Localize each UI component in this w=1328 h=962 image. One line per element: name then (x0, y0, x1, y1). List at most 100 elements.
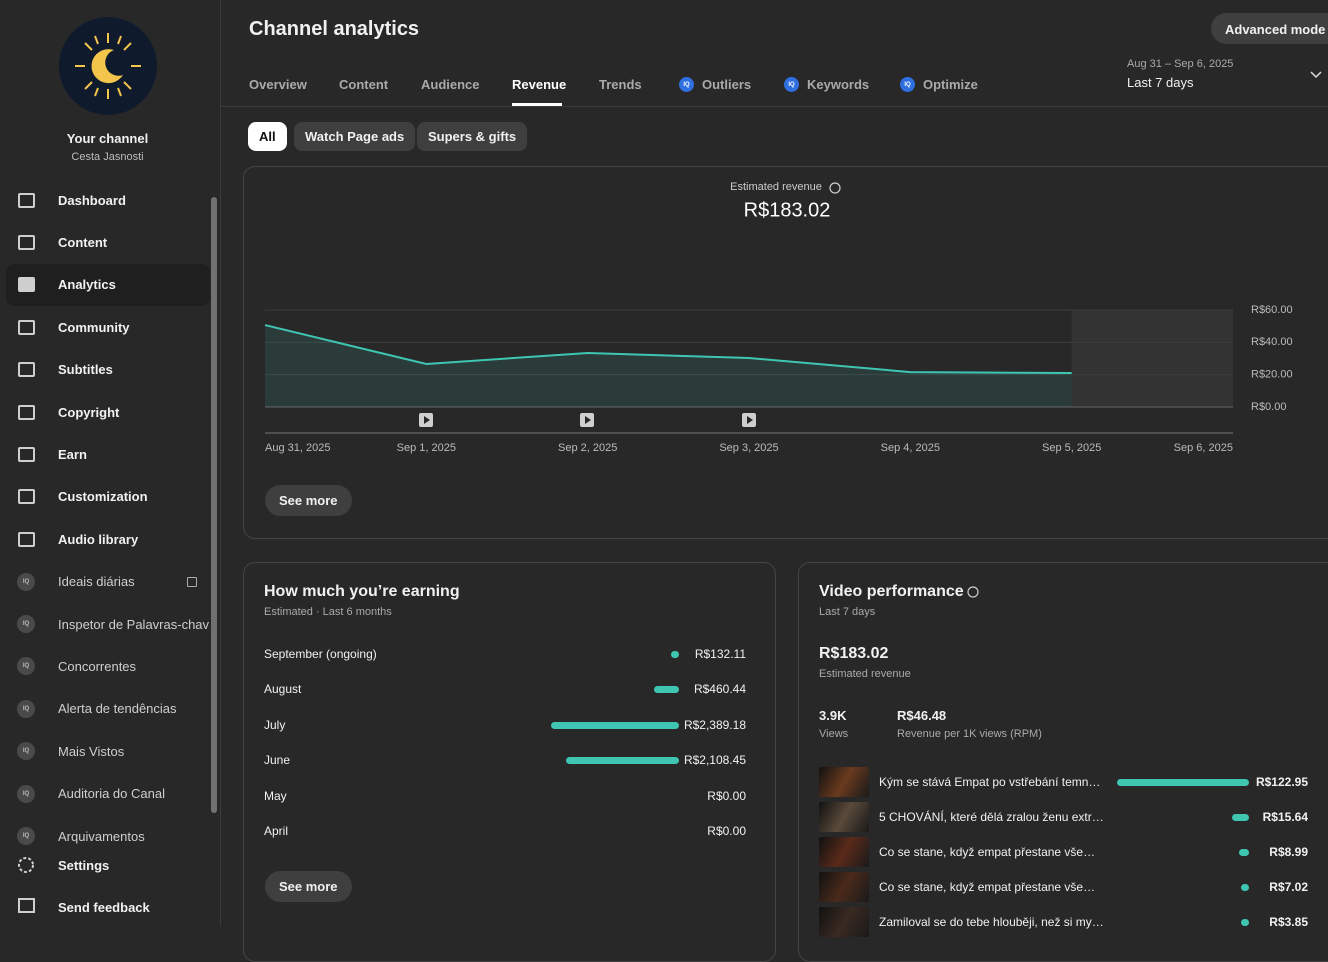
see-more-button[interactable]: See more (265, 871, 352, 902)
revenue-chart-card (243, 166, 1328, 539)
filter-chip[interactable]: Supers & gifts (417, 122, 528, 151)
nav-item[interactable]: IQ Ideais diárias (6, 561, 210, 603)
tab[interactable]: Revenue (512, 77, 566, 92)
tab[interactable]: IQ Optimize (900, 77, 978, 92)
views-label: Views (819, 728, 849, 740)
dropdown-chevron[interactable] (1309, 70, 1323, 80)
nav-item[interactable]: IQ Concorrentes (6, 645, 210, 687)
nav-icon (18, 362, 35, 378)
video-title[interactable]: Co se stane, když empat přestane vše… (879, 845, 1096, 859)
video-value: R$3.85 (1269, 915, 1308, 929)
nav-badge: IQ (17, 784, 35, 803)
views-value: 3.9K (819, 708, 847, 723)
nav-item[interactable]: Copyright (6, 391, 210, 433)
nav-item[interactable]: Customization (6, 476, 210, 518)
nav-item[interactable]: Content (6, 221, 210, 263)
nav-label: Concorrentes (58, 658, 137, 674)
settings-link[interactable]: Settings (58, 858, 110, 873)
earning-value: R$2,389.18 (683, 717, 746, 732)
tab-label: Content (339, 77, 389, 92)
month-label: September (ongoing) (264, 647, 377, 661)
tab[interactable]: Overview (249, 77, 307, 92)
video-value: R$8.99 (1269, 845, 1308, 859)
video-title[interactable]: Zamiloval se do tebe hlouběji, než si my… (879, 915, 1104, 929)
nav-item[interactable]: Community (6, 306, 210, 348)
tab[interactable]: Audience (421, 77, 480, 92)
nav-item[interactable]: IQ Alerta de tendências (6, 688, 210, 730)
nav-label: Customization (58, 489, 148, 505)
video-value: R$7.02 (1269, 880, 1308, 894)
earning-value: R$460.44 (693, 682, 746, 697)
feedback-link[interactable]: Send feedback (58, 900, 150, 915)
advanced-mode-button[interactable]: Advanced mode (1211, 13, 1328, 44)
video-title[interactable]: 5 CHOVÁNÍ, které dělá zralou ženu extr… (879, 810, 1104, 824)
nav-item[interactable]: Dashboard (6, 179, 210, 221)
nav-item[interactable]: Analytics (6, 263, 210, 306)
earning-bar (566, 757, 679, 765)
video-bar (1117, 779, 1249, 786)
month-label: July (264, 717, 286, 732)
tab[interactable]: Content (339, 77, 388, 92)
rpm-label: Revenue per 1K views (RPM) (897, 728, 1042, 740)
nav-item[interactable]: Audio library (6, 518, 210, 560)
nav-label: Mais Vistos (58, 743, 125, 759)
info-icon (967, 586, 979, 598)
tab-badge: IQ (900, 77, 915, 92)
thumbnail[interactable] (819, 767, 869, 797)
video-bar (1241, 884, 1249, 891)
channel-title: Your channel (66, 131, 149, 146)
sidebar-footer-icons (18, 857, 35, 913)
channel-avatar[interactable] (59, 17, 157, 115)
date-range: Aug 31 – Sep 6, 2025 (1127, 58, 1234, 70)
nav-item[interactable]: Subtitles (6, 349, 210, 391)
tab[interactable]: Trends (599, 77, 642, 92)
nav-label: Ideais diárias (58, 574, 135, 590)
tab-badge: IQ (679, 77, 694, 92)
thumbnail[interactable] (819, 907, 869, 937)
video-performance-card (798, 562, 1328, 962)
earning-bar (671, 651, 679, 658)
nav-badge: IQ (17, 572, 35, 591)
nav-item[interactable]: IQ Inspetor de Palavras-chav (6, 603, 210, 645)
filter-chip[interactable]: All (248, 122, 287, 151)
nav-icon (18, 277, 35, 293)
divider (221, 106, 1328, 107)
page-title: Channel analytics (249, 18, 420, 40)
nav-label: Community (58, 319, 130, 335)
filter-chip[interactable]: Watch Page ads (294, 122, 416, 151)
nav-badge: IQ (17, 827, 35, 845)
video-title[interactable]: Co se stane, když empat přestane vše… (879, 880, 1096, 894)
video-performance-subtitle: Last 7 days (819, 606, 876, 618)
thumbnail[interactable] (819, 802, 869, 832)
nav-badge: IQ (17, 657, 35, 676)
nav-icon (18, 192, 35, 208)
month-label: May (264, 788, 287, 803)
tab-label: Overview (249, 77, 307, 92)
external-icon (187, 576, 197, 587)
thumbnail[interactable] (819, 837, 869, 867)
tab[interactable]: IQ Keywords (784, 77, 869, 92)
scrollbar[interactable] (211, 197, 217, 813)
nav-label: Copyright (58, 404, 120, 420)
nav-label: Arquivamentos (58, 828, 145, 844)
thumbnail[interactable] (819, 872, 869, 902)
tab-label: Audience (421, 77, 480, 92)
revenue-label: Estimated revenue (819, 668, 911, 680)
period[interactable]: Last 7 days (1127, 75, 1194, 90)
earning-value: R$0.00 (707, 788, 746, 803)
tab[interactable]: IQ Outliers (679, 77, 751, 92)
revenue-total: R$183.02 (819, 645, 889, 662)
video-title[interactable]: Kým se stává Empat po vstřebání temn… (879, 775, 1101, 789)
body: Your channel Cesta Jasnosti Dashboard Con… (6, 0, 1328, 962)
nav-item[interactable]: IQ Mais Vistos (6, 730, 210, 772)
nav-label: Inspetor de Palavras-chav (58, 616, 210, 632)
nav-item[interactable]: IQ Auditoria do Canal (6, 773, 210, 815)
nav-icon (18, 319, 35, 335)
earnings-title: How much you’re earning (264, 583, 460, 600)
nav-item[interactable]: Earn (6, 433, 210, 475)
video-bar (1232, 814, 1249, 821)
nav-icon (18, 404, 35, 420)
see-more-button[interactable]: See more (265, 485, 352, 516)
nav-item[interactable]: IQ Arquivamentos (6, 815, 210, 857)
nav-badge: IQ (17, 742, 35, 761)
